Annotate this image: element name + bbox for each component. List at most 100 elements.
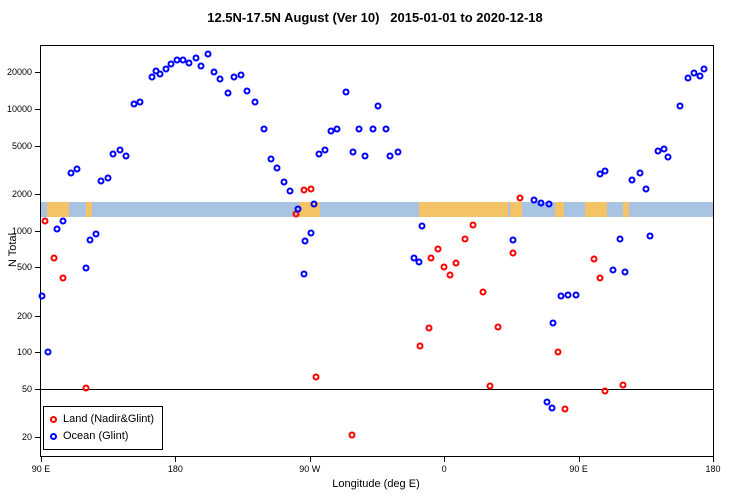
- y-tick-mark: [35, 145, 41, 147]
- data-point: [601, 387, 609, 395]
- y-tick-mark: [35, 72, 41, 74]
- data-point: [260, 125, 267, 133]
- data-point: [73, 165, 81, 173]
- data-point: [349, 148, 357, 156]
- data-point: [369, 125, 377, 133]
- data-point: [251, 98, 259, 106]
- legend-label-ocean: Ocean (Glint): [63, 430, 129, 442]
- data-point: [59, 274, 67, 282]
- data-point: [315, 150, 323, 158]
- data-point: [50, 254, 58, 262]
- data-point: [44, 348, 52, 356]
- data-point: [676, 102, 684, 110]
- y-tick-label: 200: [16, 310, 32, 321]
- data-point: [479, 288, 487, 296]
- data-point: [537, 199, 545, 207]
- data-point: [82, 264, 90, 272]
- data-point: [418, 222, 426, 230]
- data-point: [416, 342, 424, 350]
- data-point: [307, 229, 315, 237]
- reference-line: [41, 388, 713, 390]
- data-point: [621, 268, 629, 276]
- data-point: [86, 236, 94, 244]
- y-tick-mark: [35, 352, 41, 354]
- y-tick-label: 1000: [11, 225, 32, 236]
- data-point: [446, 271, 454, 279]
- data-point: [619, 381, 627, 389]
- data-point: [300, 186, 308, 194]
- land-segment: [46, 201, 70, 217]
- data-point: [700, 65, 708, 73]
- data-point: [348, 431, 356, 439]
- data-point: [156, 70, 164, 78]
- legend-item-land: Land (Nadir&Glint): [50, 411, 154, 428]
- x-tick-mark: [309, 456, 311, 462]
- data-point: [382, 125, 390, 133]
- data-point: [564, 291, 572, 299]
- y-tick-mark: [35, 267, 41, 269]
- data-point: [596, 274, 603, 282]
- data-point: [230, 73, 238, 81]
- data-point: [148, 73, 155, 81]
- data-point: [545, 200, 553, 208]
- data-point: [557, 292, 565, 300]
- data-point: [469, 221, 477, 229]
- data-point: [509, 236, 517, 244]
- data-point: [440, 263, 448, 271]
- data-point: [273, 164, 281, 172]
- x-tick-label: 90 E: [31, 464, 51, 474]
- data-point: [53, 225, 61, 233]
- land-marker-icon: [50, 416, 57, 423]
- legend-item-ocean: Ocean (Glint): [50, 428, 154, 445]
- data-point: [82, 384, 90, 392]
- data-point: [300, 270, 308, 278]
- land-segment: [509, 201, 522, 217]
- data-point: [549, 319, 557, 327]
- y-tick-mark: [35, 230, 41, 232]
- data-point: [554, 348, 562, 356]
- data-point: [415, 258, 423, 266]
- x-tick-label: 0: [441, 464, 447, 474]
- data-point: [162, 65, 170, 73]
- data-point: [427, 254, 435, 262]
- data-point: [41, 217, 49, 225]
- data-point: [67, 169, 75, 177]
- data-point: [486, 382, 494, 390]
- data-point: [394, 148, 402, 156]
- data-point: [636, 169, 644, 177]
- y-tick-label: 100: [16, 347, 32, 358]
- data-point: [92, 230, 100, 238]
- data-point: [243, 87, 251, 95]
- data-point: [267, 155, 275, 163]
- data-point: [494, 323, 502, 331]
- x-tick-mark: [713, 456, 714, 462]
- data-point: [333, 125, 341, 133]
- data-point: [216, 75, 224, 83]
- y-tick-mark: [35, 315, 41, 317]
- x-tick-mark: [175, 456, 177, 462]
- data-point: [342, 88, 350, 96]
- plot-area: Land (Nadir&Glint) Ocean (Glint) 20 50 100…: [7, 45, 721, 474]
- data-point: [410, 254, 418, 262]
- data-point: [122, 152, 130, 160]
- data-point: [642, 185, 650, 193]
- data-point: [572, 291, 580, 299]
- data-point: [136, 98, 144, 106]
- x-tick-mark: [41, 456, 42, 462]
- land-segment: [554, 201, 564, 217]
- data-point: [185, 59, 193, 67]
- data-point: [596, 170, 603, 178]
- data-point: [294, 205, 302, 213]
- data-point: [104, 174, 112, 182]
- x-tick-mark: [578, 456, 580, 462]
- land-segment: [85, 201, 92, 217]
- world-map-strip: [41, 201, 713, 217]
- land-segment: [418, 201, 509, 217]
- y-tick-mark: [35, 388, 41, 390]
- x-tick-label: 180: [167, 464, 183, 474]
- data-point: [312, 373, 320, 381]
- y-tick-label: 500: [16, 262, 32, 273]
- data-point: [38, 292, 46, 300]
- data-point: [452, 259, 460, 267]
